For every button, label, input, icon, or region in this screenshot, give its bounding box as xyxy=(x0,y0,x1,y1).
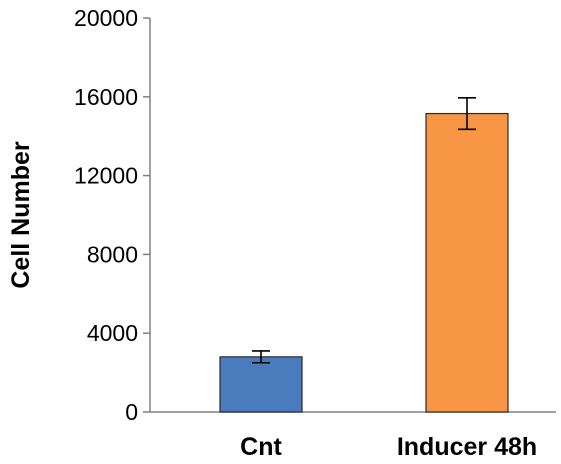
category-label-1: Inducer 48h xyxy=(397,433,537,461)
error-bars xyxy=(252,96,476,364)
y-axis-title: Cell Number xyxy=(7,141,35,289)
y-tick-label: 0 xyxy=(125,399,138,425)
y-tick-label: 8000 xyxy=(87,241,138,267)
y-tick-label: 16000 xyxy=(74,84,138,110)
bar-0 xyxy=(219,356,303,413)
y-tick-label: 20000 xyxy=(74,5,138,31)
y-tick-labels: 0 4000 8000 12000 16000 20000 xyxy=(74,5,138,425)
y-tick-label: 12000 xyxy=(74,163,138,189)
bars xyxy=(219,112,509,413)
y-axis xyxy=(143,17,151,413)
category-labels: Cnt Inducer 48h xyxy=(240,433,537,461)
bar-1 xyxy=(425,112,509,413)
category-label-0: Cnt xyxy=(240,433,282,461)
y-tick-label: 4000 xyxy=(87,320,138,346)
